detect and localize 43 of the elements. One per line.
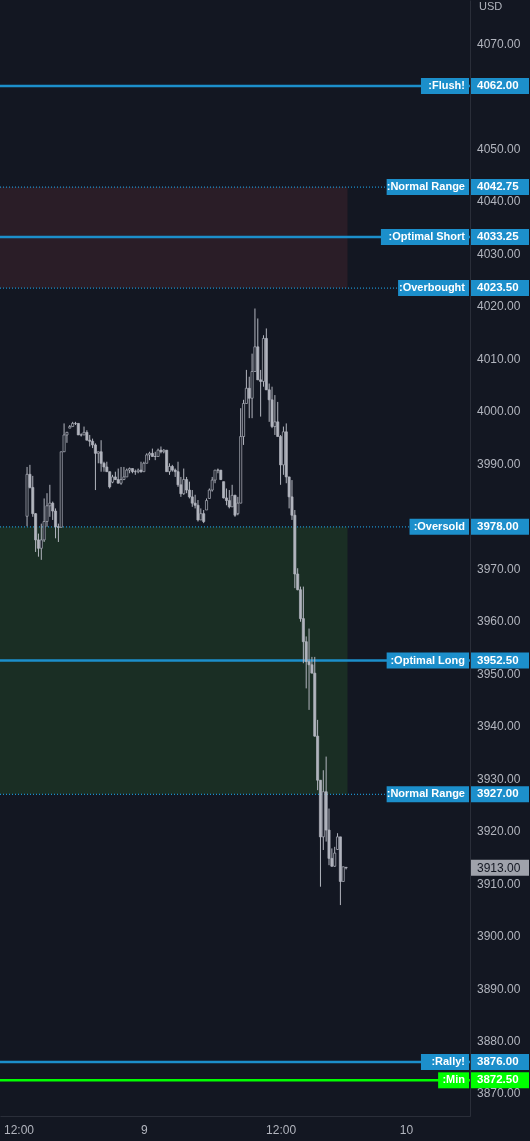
x-tick-label: 12:00 xyxy=(266,1122,297,1137)
x-tick-label: 9 xyxy=(141,1122,148,1137)
y-tick-label: 4020.00 xyxy=(477,299,521,314)
y-axis-title: USD xyxy=(479,0,503,12)
y-tick-label: 3900.00 xyxy=(477,929,521,944)
ref-line-label: :Min xyxy=(442,1073,466,1086)
y-tick-label: 4070.00 xyxy=(477,37,521,52)
ref-line-label: :Optimal Short xyxy=(388,229,466,242)
y-tick-label: 3978.00 xyxy=(477,519,519,532)
y-tick-label: 3990.00 xyxy=(477,456,521,471)
x-tick-label: 10 xyxy=(399,1122,414,1137)
y-tick-label: 3913.00 xyxy=(477,860,521,875)
y-tick-label: 3940.00 xyxy=(477,719,521,734)
y-tick-label: 3870.00 xyxy=(477,1086,521,1101)
ref-line-label: :Flush! xyxy=(428,79,465,92)
y-tick-label: 4050.00 xyxy=(477,142,521,157)
ref-line-label: :Overbought xyxy=(399,281,466,294)
y-tick-label: 3960.00 xyxy=(477,614,521,629)
y-tick-label: 3880.00 xyxy=(477,1033,521,1048)
y-tick-label: 4023.50 xyxy=(477,281,519,294)
y-tick-label: 4062.00 xyxy=(477,79,519,92)
y-tick-label: 3927.00 xyxy=(477,787,519,800)
y-tick-label: 4000.00 xyxy=(477,404,521,419)
y-tick-label: 3950.00 xyxy=(477,666,521,681)
y-tick-label: 3952.50 xyxy=(477,653,519,666)
y-tick-label: 3970.00 xyxy=(477,561,521,576)
y-tick-label: 3910.00 xyxy=(477,876,521,891)
ref-line-label: :Optimal Long xyxy=(390,653,465,666)
y-tick-label: 4040.00 xyxy=(477,194,521,209)
y-tick-label: 4042.75 xyxy=(477,180,520,193)
ref-line-label: :Normal Range xyxy=(386,180,465,193)
y-tick-label: 3876.00 xyxy=(477,1054,519,1067)
y-tick-label: 4033.25 xyxy=(477,229,520,242)
y-tick-label: 3920.00 xyxy=(477,824,521,839)
ref-line-label: :Rally! xyxy=(431,1054,465,1067)
y-tick-label: 3890.00 xyxy=(477,981,521,996)
y-tick-label: 3872.50 xyxy=(477,1073,519,1086)
ref-line-label: :Normal Range xyxy=(386,787,465,800)
y-tick-label: 3930.00 xyxy=(477,771,521,786)
y-tick-label: 4010.00 xyxy=(477,351,521,366)
ref-line-label: :Oversold xyxy=(413,519,465,532)
x-tick-label: 12:00 xyxy=(4,1122,35,1137)
y-tick-label: 4030.00 xyxy=(477,246,521,261)
